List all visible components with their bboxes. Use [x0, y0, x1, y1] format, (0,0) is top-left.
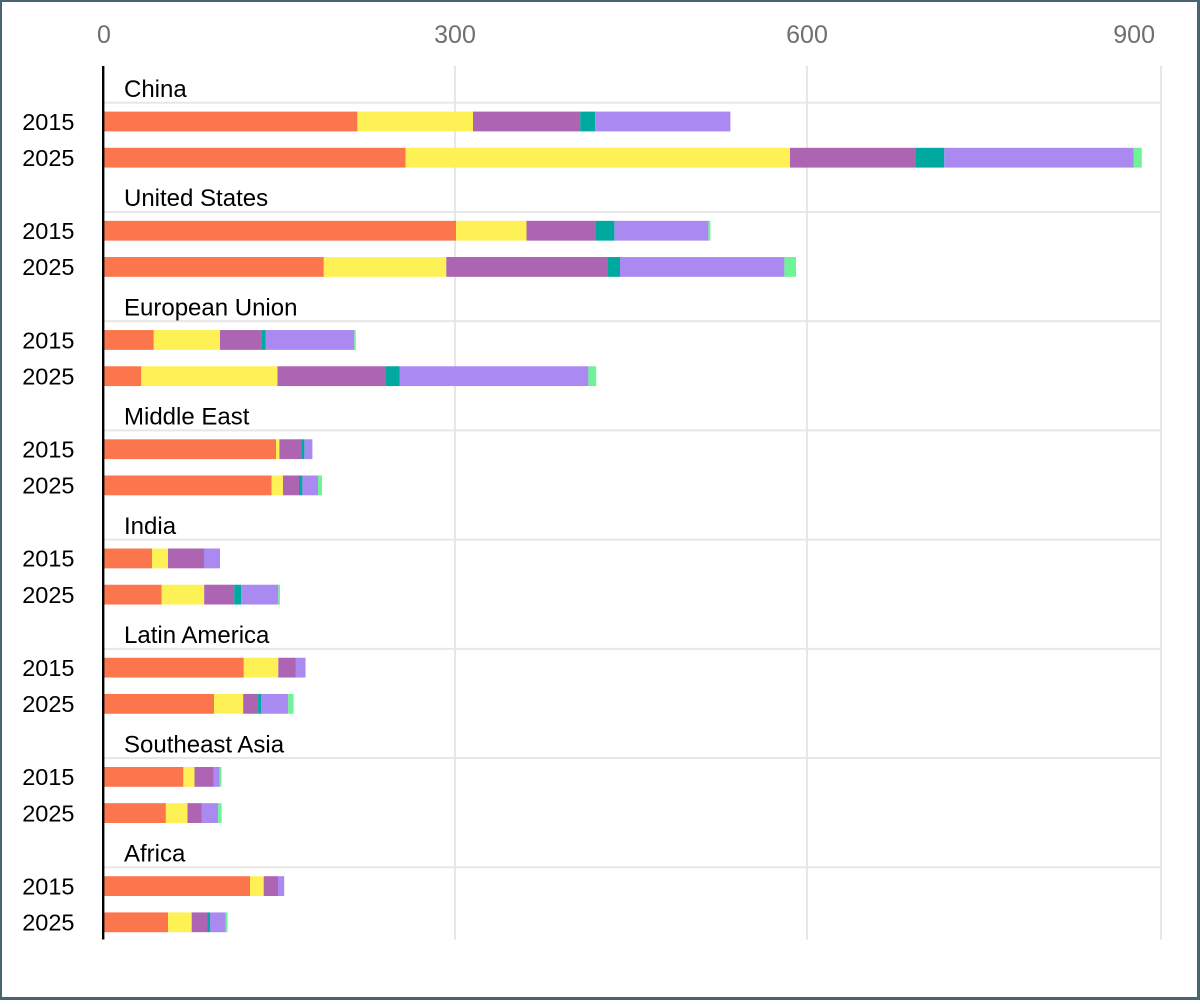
svg-text:United States: United States [124, 185, 268, 212]
svg-text:India: India [124, 513, 177, 540]
svg-text:2025: 2025 [22, 254, 74, 280]
svg-text:2025: 2025 [22, 910, 74, 936]
svg-text:2015: 2015 [22, 109, 74, 135]
svg-text:2015: 2015 [22, 436, 74, 462]
svg-text:2025: 2025 [22, 363, 74, 389]
svg-text:0: 0 [97, 21, 111, 49]
svg-text:Africa: Africa [124, 841, 186, 868]
svg-text:2025: 2025 [22, 473, 74, 499]
svg-text:2015: 2015 [22, 873, 74, 899]
svg-text:European Union: European Union [124, 294, 297, 321]
svg-text:300: 300 [434, 21, 476, 49]
svg-text:Southeast Asia: Southeast Asia [124, 731, 285, 758]
svg-text:600: 600 [786, 21, 828, 49]
svg-text:2025: 2025 [22, 800, 74, 826]
svg-text:Latin America: Latin America [124, 622, 270, 649]
svg-text:2025: 2025 [22, 582, 74, 608]
svg-text:2015: 2015 [22, 655, 74, 681]
svg-text:2015: 2015 [22, 764, 74, 790]
svg-text:2025: 2025 [22, 145, 74, 171]
svg-text:2015: 2015 [22, 327, 74, 353]
svg-text:China: China [124, 76, 187, 103]
svg-text:Middle East: Middle East [124, 404, 250, 431]
svg-text:900: 900 [1113, 21, 1155, 49]
svg-text:2025: 2025 [22, 691, 74, 717]
svg-text:2015: 2015 [22, 546, 74, 572]
svg-text:2015: 2015 [22, 218, 74, 244]
